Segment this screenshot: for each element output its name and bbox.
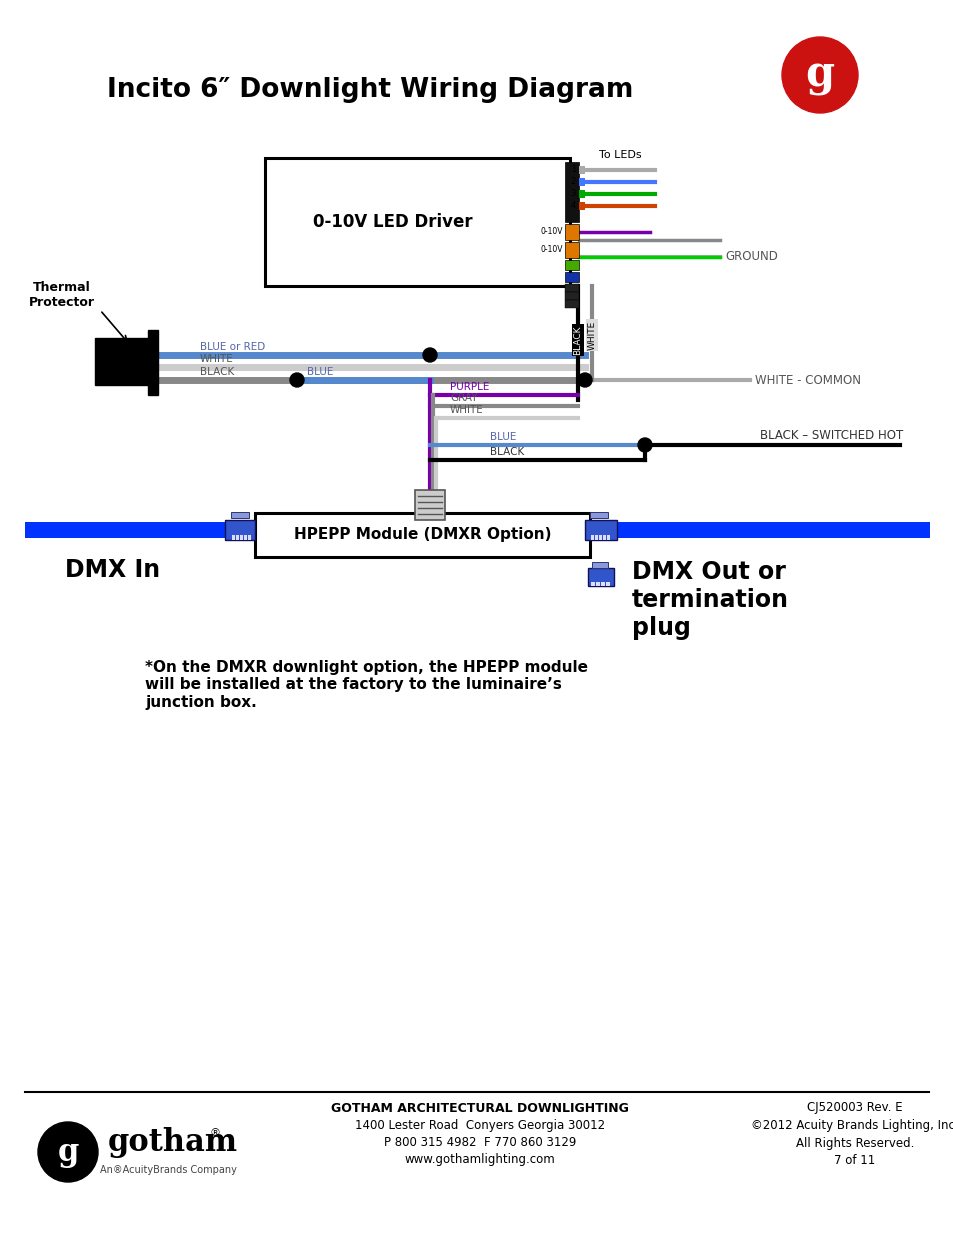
Bar — [606, 535, 609, 540]
Text: gotham: gotham — [108, 1128, 238, 1158]
Bar — [235, 535, 239, 540]
Bar — [265, 158, 569, 287]
Text: 4: 4 — [570, 201, 576, 210]
Bar — [564, 300, 578, 308]
Text: GROUND: GROUND — [724, 251, 777, 263]
Text: *On the DMXR downlight option, the HPEPP module
will be installed at the factory: *On the DMXR downlight option, the HPEPP… — [145, 659, 587, 710]
Bar — [587, 568, 614, 585]
Text: BLUE: BLUE — [490, 432, 516, 442]
Bar — [578, 178, 584, 186]
Bar — [596, 582, 599, 585]
Bar — [564, 242, 578, 258]
Text: WHITE - COMMON: WHITE - COMMON — [754, 373, 861, 387]
Text: ©2012 Acuity Brands Lighting, Inc.: ©2012 Acuity Brands Lighting, Inc. — [750, 1119, 953, 1132]
Bar — [578, 165, 584, 174]
Text: 0-10V LED Driver: 0-10V LED Driver — [313, 212, 473, 231]
Text: 3: 3 — [570, 189, 576, 199]
Bar — [584, 520, 617, 540]
Text: BLACK – SWITCHED HOT: BLACK – SWITCHED HOT — [760, 429, 902, 442]
Bar — [592, 562, 607, 568]
Text: WHITE: WHITE — [450, 405, 483, 415]
Text: DMX Out or
termination
plug: DMX Out or termination plug — [631, 559, 788, 640]
Bar — [605, 582, 609, 585]
Bar — [564, 162, 578, 222]
Bar — [231, 513, 249, 517]
Text: Incito 6″ Downlight Wiring Diagram: Incito 6″ Downlight Wiring Diagram — [107, 77, 633, 103]
Text: PURPLE: PURPLE — [450, 382, 489, 391]
Circle shape — [781, 37, 857, 112]
Bar — [25, 522, 254, 538]
Text: 0-10V: 0-10V — [540, 227, 562, 236]
Circle shape — [638, 438, 651, 452]
Bar — [578, 203, 584, 210]
Circle shape — [578, 373, 592, 387]
Bar — [254, 513, 589, 557]
Bar — [589, 522, 929, 538]
Circle shape — [38, 1123, 98, 1182]
Text: BLUE: BLUE — [307, 367, 333, 377]
Text: Thermal
Protector: Thermal Protector — [29, 282, 95, 309]
Bar — [248, 535, 251, 540]
Text: DMX In: DMX In — [65, 558, 160, 582]
Bar — [578, 190, 584, 198]
Text: 1400 Lester Road  Conyers Georgia 30012: 1400 Lester Road Conyers Georgia 30012 — [355, 1119, 604, 1132]
Text: BLACK: BLACK — [573, 325, 582, 354]
Bar — [598, 535, 601, 540]
Bar — [225, 520, 254, 540]
Bar — [415, 490, 444, 520]
Text: 2: 2 — [570, 178, 576, 186]
Bar — [590, 535, 594, 540]
Text: BLACK: BLACK — [490, 447, 524, 457]
Text: 1: 1 — [570, 165, 576, 174]
Text: To LEDs: To LEDs — [598, 149, 640, 161]
Bar — [564, 261, 578, 270]
Bar — [595, 535, 598, 540]
Bar — [564, 272, 578, 282]
Text: P 800 315 4982  F 770 860 3129: P 800 315 4982 F 770 860 3129 — [383, 1136, 576, 1150]
Bar — [600, 582, 604, 585]
Text: ®: ® — [210, 1128, 221, 1137]
Text: WHITE: WHITE — [200, 354, 233, 364]
Text: WHITE: WHITE — [587, 320, 596, 350]
Text: GOTHAM ARCHITECTURAL DOWNLIGHTING: GOTHAM ARCHITECTURAL DOWNLIGHTING — [331, 1102, 628, 1114]
Text: g: g — [57, 1136, 78, 1167]
Bar — [95, 338, 150, 385]
Text: 7 of 11: 7 of 11 — [834, 1153, 875, 1167]
Bar — [602, 535, 605, 540]
Text: GRAY: GRAY — [450, 393, 477, 403]
Bar — [590, 582, 595, 585]
Bar — [564, 224, 578, 240]
Circle shape — [290, 373, 304, 387]
Text: BLACK: BLACK — [200, 367, 234, 377]
Bar — [240, 535, 243, 540]
Text: BLUE or RED: BLUE or RED — [200, 342, 265, 352]
Bar — [564, 284, 578, 291]
Bar — [589, 513, 607, 517]
Text: All Rights Reserved.: All Rights Reserved. — [795, 1136, 913, 1150]
Text: HPEPP Module (DMXR Option): HPEPP Module (DMXR Option) — [294, 527, 551, 542]
Bar — [244, 535, 247, 540]
Text: CJ520003 Rev. E: CJ520003 Rev. E — [806, 1102, 902, 1114]
Text: 0-10V: 0-10V — [540, 246, 562, 254]
Bar — [232, 535, 234, 540]
Bar — [564, 291, 578, 300]
Text: www.gothamlighting.com: www.gothamlighting.com — [404, 1153, 555, 1167]
Text: An®AcuityBrands Company: An®AcuityBrands Company — [100, 1165, 236, 1174]
Circle shape — [422, 348, 436, 362]
Bar — [148, 330, 158, 395]
Text: g: g — [804, 54, 834, 96]
